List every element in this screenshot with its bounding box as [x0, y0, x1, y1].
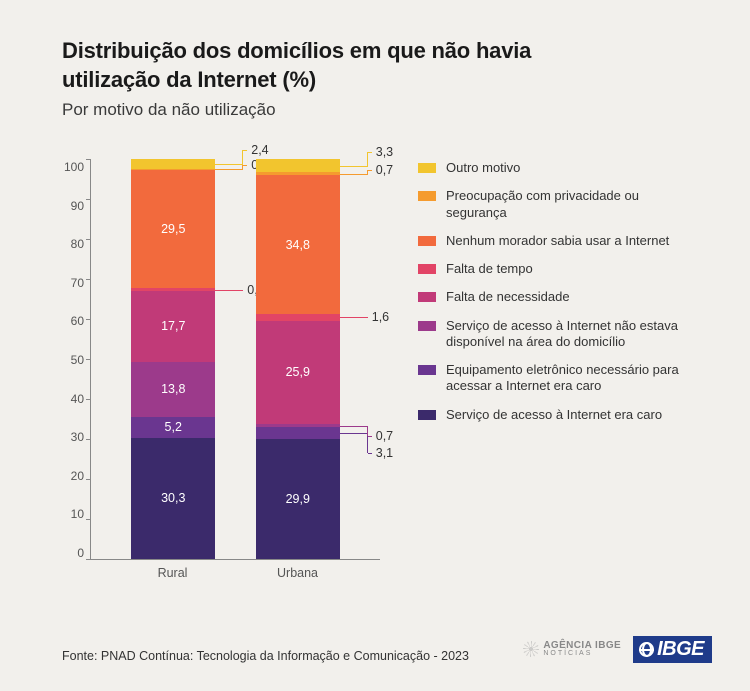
segment: 29,5 [131, 170, 215, 288]
ibge-logo-text: IBGE [657, 638, 704, 661]
y-axis: 1009080706050403020100 [62, 160, 90, 560]
sun-icon [523, 641, 539, 657]
y-tick-label: 90 [71, 199, 84, 213]
legend-item: Serviço de acesso à Internet era caro [418, 407, 688, 423]
segment: 17,7 [131, 291, 215, 362]
y-tick-label: 80 [71, 237, 84, 251]
legend-item: Outro motivo [418, 160, 688, 176]
segment: 0,7 [256, 424, 340, 427]
segment: 34,8 [256, 175, 340, 314]
footer: Fonte: PNAD Contínua: Tecnologia da Info… [62, 636, 712, 663]
segment-value: 30,3 [161, 491, 185, 505]
title-line-2: utilização da Internet (%) [62, 67, 316, 92]
segment-value: 13,8 [161, 382, 185, 396]
segment-value: 2,4 [251, 143, 268, 157]
legend-swatch [418, 264, 436, 274]
y-tick-label: 30 [71, 430, 84, 444]
legend-label: Falta de tempo [446, 261, 533, 277]
segment-value: 25,9 [286, 365, 310, 379]
x-tick-label: Rural [131, 566, 215, 580]
legend-swatch [418, 163, 436, 173]
y-tick-label: 50 [71, 353, 84, 367]
legend-swatch [418, 321, 436, 331]
segment: 3,3 [256, 159, 340, 172]
globe-icon [639, 642, 654, 657]
segment-value: 17,7 [161, 319, 185, 333]
segment-value: 3,3 [376, 145, 393, 159]
legend-item: Falta de necessidade [418, 289, 688, 305]
legend-item: Preocupação com privacidade ou segurança [418, 188, 688, 221]
legend-label: Preocupação com privacidade ou segurança [446, 188, 688, 221]
legend-swatch [418, 292, 436, 302]
legend-item: Falta de tempo [418, 261, 688, 277]
title-line-1: Distribuição dos domicílios em que não h… [62, 38, 531, 63]
y-tick-label: 70 [71, 276, 84, 290]
segment-value: 3,1 [376, 446, 393, 460]
segment: 13,8 [131, 362, 215, 417]
agencia-ibge-logo: AGÊNCIA IBGE NOTÍCIAS [523, 641, 621, 657]
segment-value: 29,5 [161, 222, 185, 236]
segment-value: 5,2 [165, 420, 182, 434]
legend-swatch [418, 236, 436, 246]
y-tick-label: 20 [71, 469, 84, 483]
y-tick-label: 0 [77, 546, 84, 560]
y-tick-label: 10 [71, 507, 84, 521]
logos: AGÊNCIA IBGE NOTÍCIAS IBGE [523, 636, 712, 663]
segment: 1,6 [256, 314, 340, 320]
legend-item: Equipamento eletrônico necessário para a… [418, 362, 688, 395]
chart-title: Distribuição dos domicílios em que não h… [62, 36, 712, 94]
legend-item: Serviço de acesso à Internet não estava … [418, 318, 688, 351]
legend-label: Equipamento eletrônico necessário para a… [446, 362, 688, 395]
agencia-logo-bottom: NOTÍCIAS [543, 651, 621, 658]
segment-value: 0,7 [376, 163, 393, 177]
x-axis: Rural Urbana [90, 560, 380, 580]
source-text: Fonte: PNAD Contínua: Tecnologia da Info… [62, 649, 469, 663]
legend-item: Nenhum morador sabia usar a Internet [418, 233, 688, 249]
segment: 0,8 [131, 288, 215, 291]
legend-swatch [418, 191, 436, 201]
legend-label: Serviço de acesso à Internet não estava … [446, 318, 688, 351]
x-tick-label: Urbana [256, 566, 340, 580]
legend-label: Serviço de acesso à Internet era caro [446, 407, 662, 423]
y-tick-label: 60 [71, 314, 84, 328]
segment: 25,9 [256, 321, 340, 425]
legend-swatch [418, 410, 436, 420]
segment: 0,7 [256, 172, 340, 175]
segment: 29,9 [256, 439, 340, 559]
chart-area: 1009080706050403020100 30,35,213,817,70,… [62, 160, 712, 580]
y-tick-label: 40 [71, 392, 84, 406]
legend-label: Falta de necessidade [446, 289, 570, 305]
segment: 2,4 [131, 159, 215, 169]
segment-value: 34,8 [286, 238, 310, 252]
bar-urbana: 29,93,10,725,91,634,80,73,3 [256, 159, 340, 559]
y-tick-label: 100 [64, 160, 84, 174]
plot-area: 30,35,213,817,70,829,50,32,429,93,10,725… [90, 160, 380, 560]
legend: Outro motivo Preocupação com privacidade … [418, 160, 688, 435]
legend-label: Outro motivo [446, 160, 520, 176]
bar-rural: 30,3 5,2 13,8 17,7 0,8 29,5 0,32,4 [131, 159, 215, 559]
segment: 3,1 [256, 427, 340, 439]
segment: 5,2 [131, 417, 215, 438]
chart-subtitle: Por motivo da não utilização [62, 100, 712, 120]
segment-value: 29,9 [286, 492, 310, 506]
segment-value: 0,7 [376, 429, 393, 443]
segment: 30,3 [131, 438, 215, 559]
segment: 0,3 [131, 169, 215, 170]
ibge-logo: IBGE [633, 636, 712, 663]
segment-value: 1,6 [372, 310, 389, 324]
legend-swatch [418, 365, 436, 375]
legend-label: Nenhum morador sabia usar a Internet [446, 233, 669, 249]
